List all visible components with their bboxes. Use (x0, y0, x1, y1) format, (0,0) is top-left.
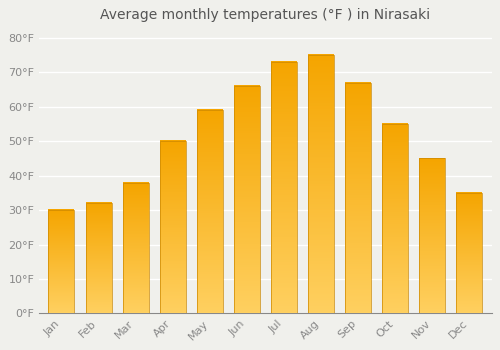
Bar (197, 110, 223, 313)
Bar (271, 62, 297, 313)
Title: Average monthly temperatures (°F ) in Nirasaki: Average monthly temperatures (°F ) in Ni… (100, 8, 430, 22)
Bar (456, 193, 482, 313)
Bar (420, 159, 446, 313)
Bar (48, 210, 74, 313)
Bar (122, 183, 148, 313)
Bar (86, 203, 112, 313)
Bar (345, 83, 371, 313)
Bar (234, 86, 260, 313)
Bar (382, 124, 408, 313)
Bar (160, 141, 186, 313)
Bar (308, 55, 334, 313)
